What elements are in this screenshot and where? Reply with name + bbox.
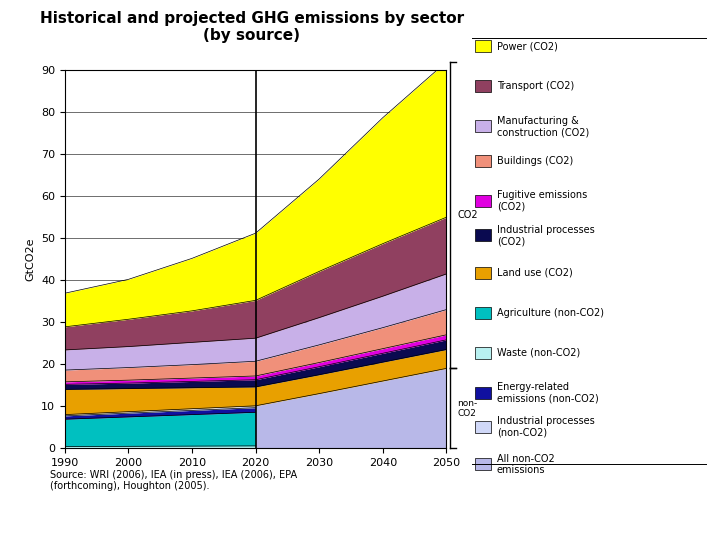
Text: Manufacturing &
construction (CO2): Manufacturing & construction (CO2) [497,116,589,137]
Text: All non-CO2
emissions: All non-CO2 emissions [497,454,554,475]
Text: Buildings (CO2): Buildings (CO2) [497,156,573,166]
Text: Industrial processes
(CO2): Industrial processes (CO2) [497,225,595,246]
Text: Agriculture (non-CO2): Agriculture (non-CO2) [497,308,604,318]
Text: CO2: CO2 [457,210,478,220]
Text: Power (CO2): Power (CO2) [497,42,558,51]
Y-axis label: GtCO2e: GtCO2e [25,238,35,281]
Text: Source: WRI (2006), IEA (in press), IEA (2006), EPA
(forthcoming), Houghton (200: Source: WRI (2006), IEA (in press), IEA … [50,470,297,491]
Text: Waste (non-CO2): Waste (non-CO2) [497,348,580,357]
Text: Fugitive emissions
(CO2): Fugitive emissions (CO2) [497,190,587,212]
Text: non-
CO2: non- CO2 [457,399,477,418]
Text: Land use (CO2): Land use (CO2) [497,268,572,278]
Text: Historical and projected GHG emissions by sector
(by source): Historical and projected GHG emissions b… [40,11,464,43]
Text: Energy-related
emissions (non-CO2): Energy-related emissions (non-CO2) [497,382,598,403]
Text: Transport (CO2): Transport (CO2) [497,82,574,91]
Text: Industrial processes
(non-CO2): Industrial processes (non-CO2) [497,416,595,438]
